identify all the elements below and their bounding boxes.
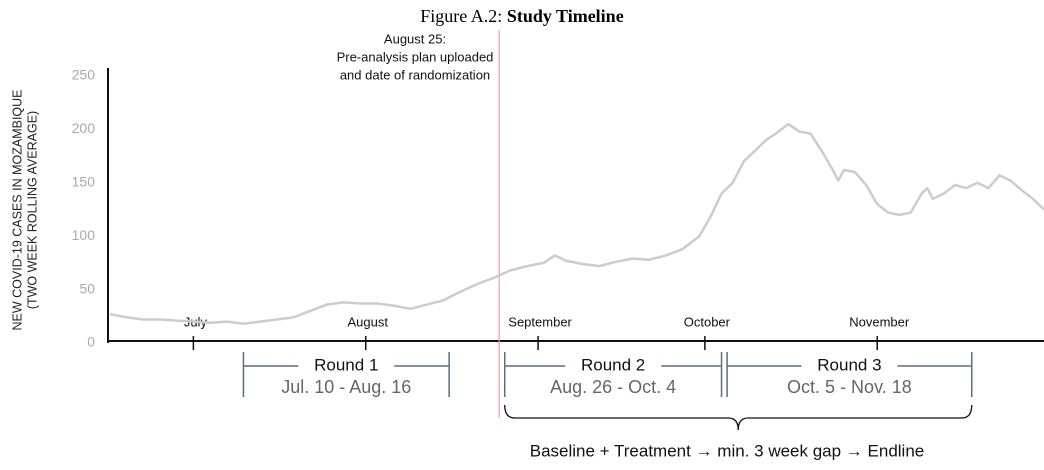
event-text: and date of randomization bbox=[340, 67, 490, 82]
x-tick-label: August bbox=[347, 314, 388, 329]
x-tick-label: September bbox=[508, 314, 572, 329]
y-label-line: (TWO WEEK ROLLING AVERAGE) bbox=[25, 111, 39, 309]
round-dates: Aug. 26 - Oct. 4 bbox=[550, 377, 676, 397]
y-tick-label: 200 bbox=[72, 120, 96, 136]
round-dates: Jul. 10 - Aug. 16 bbox=[281, 377, 411, 397]
design-note: Baseline + Treatment → min. 3 week gap →… bbox=[530, 441, 925, 460]
event-text: August 25: bbox=[384, 31, 446, 46]
y-tick-label: 150 bbox=[72, 174, 96, 190]
data-line bbox=[109, 122, 1044, 326]
brace bbox=[504, 404, 973, 431]
y-tick-label: 100 bbox=[72, 227, 96, 243]
x-tick-label: October bbox=[684, 314, 731, 329]
x-tick-label: November bbox=[849, 314, 910, 329]
figure-label: Figure A.2: bbox=[420, 6, 502, 26]
y-axis-label: NEW COVID-19 CASES IN MOZAMBIQUE (TWO WE… bbox=[10, 89, 39, 330]
y-tick-label: 50 bbox=[79, 280, 95, 296]
round-dates: Oct. 5 - Nov. 18 bbox=[787, 377, 912, 397]
round-label: Round 1 bbox=[314, 355, 378, 374]
round-label: Round 3 bbox=[817, 355, 881, 374]
y-tick-label: 0 bbox=[87, 334, 95, 350]
y-label-line: NEW COVID-19 CASES IN MOZAMBIQUE bbox=[10, 89, 24, 330]
y-tick-label: 250 bbox=[72, 67, 96, 83]
round-label: Round 2 bbox=[581, 355, 645, 374]
event-text: Pre-analysis plan uploaded bbox=[337, 49, 494, 64]
chart-title: Figure A.2: Study Timeline bbox=[420, 6, 623, 26]
title: Study Timeline bbox=[507, 6, 624, 26]
